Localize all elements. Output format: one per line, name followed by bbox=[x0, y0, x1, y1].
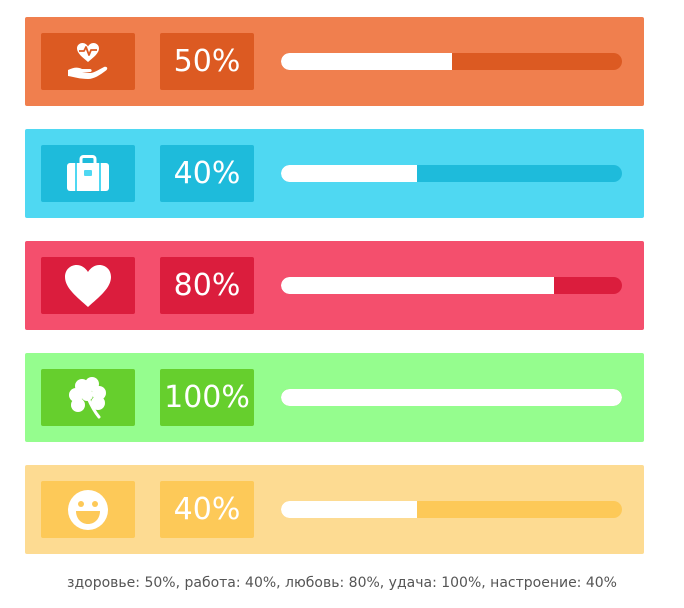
heart-hand-icon bbox=[64, 40, 112, 84]
love-progress-bar bbox=[281, 277, 622, 294]
luck-percent: 100% bbox=[160, 369, 254, 426]
luck-progress-fill bbox=[281, 389, 622, 406]
health-row: 50% bbox=[25, 17, 644, 106]
luck-icon-box bbox=[41, 369, 135, 426]
mood-percent: 40% bbox=[160, 481, 254, 538]
work-icon-box bbox=[41, 145, 135, 202]
smiley-icon bbox=[65, 487, 111, 533]
briefcase-icon bbox=[65, 154, 111, 194]
health-progress-fill bbox=[281, 53, 452, 70]
love-progress-fill bbox=[281, 277, 554, 294]
health-percent: 50% bbox=[160, 33, 254, 90]
love-icon-box bbox=[41, 257, 135, 314]
love-row: 80% bbox=[25, 241, 644, 330]
summary-caption: здоровье: 50%, работа: 40%, любовь: 80%,… bbox=[67, 575, 617, 591]
work-percent: 40% bbox=[160, 145, 254, 202]
luck-row: 100% bbox=[25, 353, 644, 442]
luck-progress-bar bbox=[281, 389, 622, 406]
health-icon-box bbox=[41, 33, 135, 90]
mood-row: 40% bbox=[25, 465, 644, 554]
work-row: 40% bbox=[25, 129, 644, 218]
mood-progress-fill bbox=[281, 501, 418, 518]
health-progress-bar bbox=[281, 53, 622, 70]
heart-icon bbox=[63, 263, 113, 309]
clover-icon bbox=[65, 375, 111, 421]
mood-progress-bar bbox=[281, 501, 622, 518]
love-percent: 80% bbox=[160, 257, 254, 314]
work-progress-fill bbox=[281, 165, 418, 182]
mood-icon-box bbox=[41, 481, 135, 538]
work-progress-bar bbox=[281, 165, 622, 182]
